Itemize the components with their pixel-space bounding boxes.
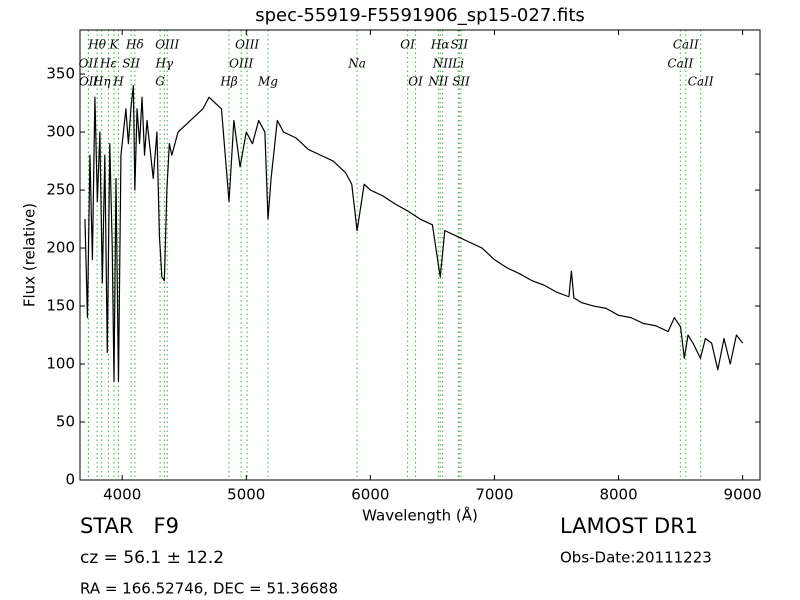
object-class: STAR F9 — [80, 514, 179, 538]
spectral-line-label: Hδ — [125, 38, 144, 52]
spectrum-line — [84, 85, 744, 383]
spectral-line-label: Hη — [92, 75, 111, 89]
y-tick-label: 0 — [65, 471, 75, 489]
spectral-line-label: Hβ — [219, 75, 237, 89]
spectral-line-label: Hε — [99, 57, 117, 71]
spectral-line-label: CaII — [667, 57, 693, 71]
y-tick-label: 350 — [46, 65, 75, 83]
y-axis-label: Flux (relative) — [21, 203, 39, 307]
obs-date: Obs-Date:20111223 — [560, 549, 712, 567]
x-axis-label: Wavelength (Å) — [362, 506, 478, 525]
y-tick-label: 50 — [56, 413, 75, 431]
spectral-line-label: OI — [400, 38, 415, 52]
x-tick-label: 6000 — [351, 486, 389, 504]
y-tick-label: 150 — [46, 297, 75, 315]
spectral-line-label: OIII — [235, 38, 259, 52]
y-tick-label: 200 — [46, 239, 75, 257]
survey: LAMOST DR1 — [560, 514, 698, 538]
redshift: cz = 56.1 ± 12.2 — [80, 548, 224, 568]
spectral-line-label: Na — [347, 57, 366, 71]
spectral-line-label: NII — [427, 75, 448, 89]
spectral-line-label: OI — [408, 75, 423, 89]
y-tick-label: 250 — [46, 181, 75, 199]
x-tick-label: 7000 — [475, 486, 513, 504]
spectral-line-label: K — [109, 38, 120, 52]
spectral-line-label: CaII — [673, 38, 699, 52]
coordinates: RA = 166.52746, DEC = 51.36688 — [80, 580, 338, 598]
spectral-line-label: OII — [79, 75, 99, 89]
x-tick-label: 5000 — [227, 486, 265, 504]
x-tick-label: 4000 — [103, 486, 141, 504]
spectral-line-label: H — [112, 75, 124, 89]
spectral-line-label: SII — [452, 75, 470, 89]
spectral-line-label: OIII — [229, 57, 253, 71]
x-tick-label: 9000 — [724, 486, 762, 504]
spectral-line-label: Mg — [257, 75, 278, 89]
spectral-line-label: OIII — [155, 38, 179, 52]
spectral-line-label: Hγ — [155, 57, 174, 71]
spectral-line-label: NII — [432, 57, 453, 71]
spectral-line-label: Hα — [430, 38, 450, 52]
spectral-line-label: SII — [450, 38, 468, 52]
spectral-line-label: CaII — [688, 75, 714, 89]
chart-title: spec-55919-F5591906_sp15-027.fits — [255, 5, 585, 26]
spectral-line-label: SII — [122, 57, 140, 71]
line-markers — [87, 30, 702, 480]
spectral-line-label: G — [155, 75, 165, 89]
plot-frame — [79, 29, 761, 481]
spectral-line-label: OII — [79, 57, 99, 71]
y-tick-label: 100 — [46, 355, 75, 373]
spectral-line-label: Hθ — [87, 38, 106, 52]
y-tick-label: 300 — [46, 123, 75, 141]
plot — [80, 30, 760, 481]
spectral-line-label: Li — [451, 57, 464, 71]
x-tick-label: 8000 — [599, 486, 637, 504]
